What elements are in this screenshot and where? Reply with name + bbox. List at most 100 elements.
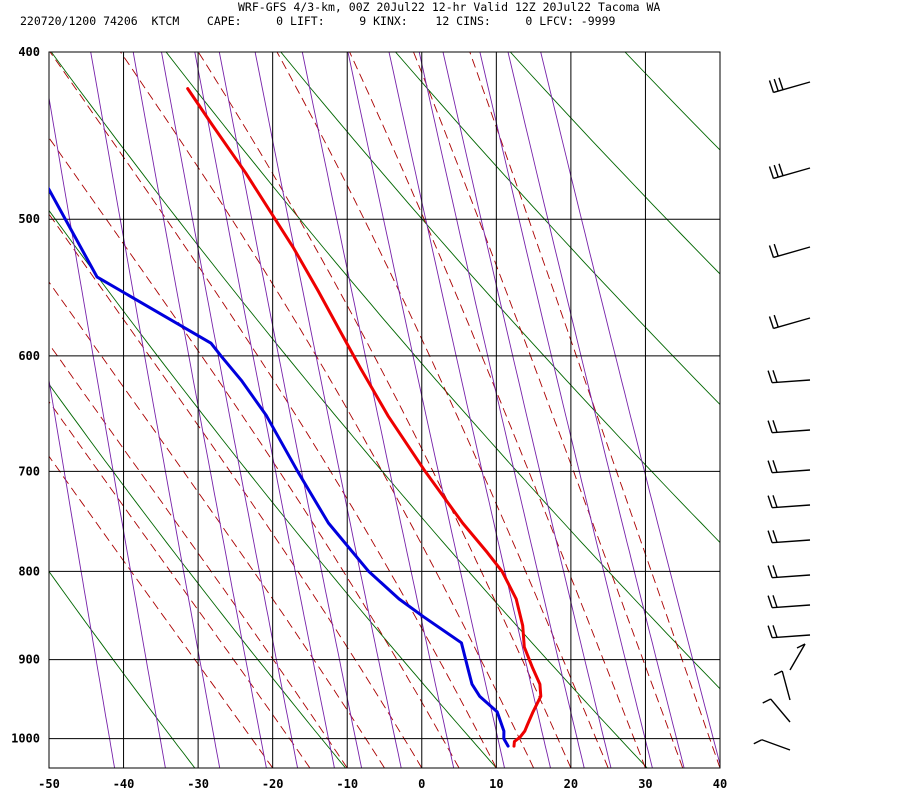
station-indices: 220720/1200 74206 KTCM CAPE: 0 LIFT: 9 K… — [20, 14, 616, 28]
barb-flag — [762, 698, 772, 704]
barb-staff — [773, 317, 811, 330]
barb-flag — [773, 243, 779, 257]
barb-staff — [772, 539, 811, 544]
barb-flag — [796, 643, 806, 649]
barb-staff — [773, 81, 811, 94]
x-tick-label: 40 — [713, 777, 727, 791]
x-tick-label: 20 — [564, 777, 578, 791]
wind-barb — [767, 565, 811, 579]
dewpoint-trace — [49, 186, 510, 748]
wind-barb — [773, 670, 791, 701]
barb-flag — [768, 245, 775, 258]
barb-staff — [781, 670, 791, 701]
barb-flag — [773, 670, 783, 676]
y-tick-label: 700 — [18, 464, 40, 478]
barb-staff — [773, 167, 811, 180]
wind-barb — [767, 495, 811, 509]
y-tick-label: 1000 — [11, 732, 40, 746]
barb-flag — [772, 420, 778, 433]
wind-barb — [767, 370, 811, 384]
barb-flag — [772, 530, 778, 543]
barb-flag — [773, 78, 779, 92]
moist-adiabat-line — [49, 213, 423, 768]
wind-barb — [762, 698, 791, 723]
barb-staff — [772, 604, 811, 609]
x-tick-label: -40 — [113, 777, 135, 791]
mixing-ratio-line — [442, 52, 612, 768]
dry-adiabat-line — [509, 52, 720, 275]
barb-flag — [772, 460, 778, 473]
barb-staff — [772, 574, 811, 579]
dry-adiabat-line — [49, 570, 196, 768]
y-tick-label: 800 — [18, 564, 40, 578]
x-tick-label: -20 — [262, 777, 284, 791]
mixing-ratio-line — [194, 52, 335, 768]
barb-flag — [767, 420, 773, 433]
wind-barb — [789, 643, 806, 671]
dry-adiabat-line — [280, 52, 720, 544]
barb-flag — [778, 163, 784, 176]
wind-barb — [767, 420, 811, 434]
wind-barb — [768, 243, 811, 259]
barb-flag — [778, 77, 784, 90]
moist-adiabat-line — [413, 52, 684, 768]
y-tick-label: 500 — [18, 212, 40, 226]
mixing-ratio-line — [507, 52, 685, 768]
wind-barb — [768, 163, 811, 180]
barb-flag — [767, 625, 773, 638]
barb-flag — [768, 166, 775, 179]
dry-adiabat-line — [624, 52, 720, 151]
barb-flag — [773, 314, 779, 328]
x-tick-label: -50 — [38, 777, 60, 791]
wind-barb — [753, 739, 791, 751]
barb-flag — [772, 595, 778, 608]
barb-flag — [767, 495, 773, 508]
moist-adiabat-line — [49, 400, 311, 768]
moist-adiabat-line — [197, 52, 572, 768]
barb-staff — [789, 643, 806, 671]
moist-adiabat-line — [469, 52, 720, 768]
wind-barb — [767, 460, 811, 474]
mixing-ratio-line — [90, 52, 221, 768]
y-tick-label: 400 — [18, 45, 40, 59]
chart-title: WRF-GFS 4/3-km, 00Z 20Jul22 12-hr Valid … — [238, 0, 661, 14]
plot-frame — [48, 51, 721, 769]
wind-barb — [767, 595, 811, 609]
barb-flag — [767, 370, 773, 383]
mixing-ratio-line — [540, 52, 720, 766]
dry-adiabat-line — [49, 383, 347, 768]
barb-flag — [767, 460, 773, 473]
wind-barb — [767, 530, 811, 544]
barb-staff — [772, 429, 811, 434]
barb-flag — [753, 739, 763, 745]
moist-adiabat-line — [276, 52, 609, 768]
moist-adiabat-line — [349, 52, 646, 768]
barb-staff — [773, 246, 811, 259]
mixing-ratio-line — [132, 52, 267, 768]
y-tick-label: 900 — [18, 653, 40, 667]
barb-flag — [772, 565, 778, 578]
barb-staff — [772, 469, 811, 474]
temperature-trace — [186, 87, 543, 748]
wind-barb — [768, 77, 811, 94]
x-tick-label: -10 — [336, 777, 358, 791]
x-tick-label: -30 — [187, 777, 209, 791]
mixing-ratio-line — [301, 52, 455, 768]
barb-staff — [772, 504, 811, 509]
barb-staff — [772, 379, 811, 384]
barb-staff — [761, 739, 791, 751]
dry-adiabat-line — [533, 0, 900, 800]
moist-adiabat-line — [49, 137, 460, 768]
x-tick-label: 10 — [489, 777, 503, 791]
y-tick-label: 600 — [18, 349, 40, 363]
moist-adiabat-line — [49, 281, 385, 768]
moist-adiabat-line — [49, 343, 348, 768]
barb-flag — [767, 530, 773, 543]
barb-flag — [767, 565, 773, 578]
barb-staff — [772, 634, 811, 639]
moist-adiabat-line — [119, 52, 535, 768]
dry-adiabat-line — [744, 0, 900, 800]
dry-adiabat-line — [394, 52, 720, 406]
